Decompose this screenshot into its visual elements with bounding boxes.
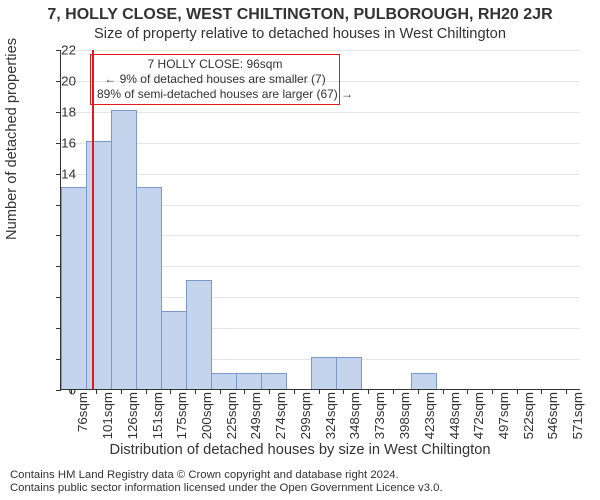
- histogram-bar: [311, 357, 337, 389]
- xtick-label: 423sqm: [422, 392, 437, 439]
- histogram-bar: [136, 187, 162, 389]
- chart-title-main: 7, HOLLY CLOSE, WEST CHILTINGTON, PULBOR…: [0, 6, 600, 24]
- xtick-mark: [443, 389, 444, 394]
- xtick-label: 200sqm: [199, 392, 214, 439]
- xtick-label: 299sqm: [298, 392, 313, 439]
- histogram-bar: [211, 373, 237, 389]
- xtick-mark: [319, 389, 320, 394]
- histogram-bar: [236, 373, 262, 389]
- annotation-box: 7 HOLLY CLOSE: 96sqm ← 9% of detached ho…: [90, 54, 340, 105]
- xtick-label: 571sqm: [570, 392, 585, 439]
- histogram-bar: [411, 373, 437, 389]
- chart-container: 7, HOLLY CLOSE, WEST CHILTINGTON, PULBOR…: [0, 0, 600, 500]
- xtick-mark: [294, 389, 295, 394]
- xtick-label: 522sqm: [521, 392, 536, 439]
- xtick-label: 546sqm: [545, 392, 560, 439]
- xtick-mark: [467, 389, 468, 394]
- xtick-mark: [220, 389, 221, 394]
- xtick-mark: [393, 389, 394, 394]
- xtick-mark: [492, 389, 493, 394]
- xtick-label: 472sqm: [471, 392, 486, 439]
- xtick-mark: [541, 389, 542, 394]
- xtick-label: 225sqm: [224, 392, 239, 439]
- footer-line-2: Contains public sector information licen…: [10, 482, 443, 495]
- xtick-label: 448sqm: [447, 392, 462, 439]
- xtick-mark: [343, 389, 344, 394]
- xtick-label: 126sqm: [125, 392, 140, 439]
- x-axis-label: Distribution of detached houses by size …: [0, 442, 600, 458]
- xtick-label: 324sqm: [323, 392, 338, 439]
- histogram-bar: [336, 357, 362, 389]
- chart-title-sub: Size of property relative to detached ho…: [0, 26, 600, 42]
- xtick-mark: [244, 389, 245, 394]
- histogram-bar: [61, 187, 87, 389]
- y-axis-label: Number of detached properties: [4, 38, 20, 240]
- xtick-mark: [269, 389, 270, 394]
- xtick-label: 348sqm: [347, 392, 362, 439]
- histogram-bar: [261, 373, 287, 389]
- footer-line-1: Contains HM Land Registry data © Crown c…: [10, 469, 443, 482]
- annotation-line-2: ← 9% of detached houses are smaller (7): [97, 72, 333, 87]
- xtick-mark: [96, 389, 97, 394]
- xtick-mark: [121, 389, 122, 394]
- histogram-bar: [111, 110, 137, 389]
- xtick-mark: [170, 389, 171, 394]
- xtick-label: 398sqm: [397, 392, 412, 439]
- histogram-bar: [161, 311, 187, 389]
- xtick-label: 76sqm: [75, 392, 90, 432]
- xtick-label: 151sqm: [150, 392, 165, 439]
- xtick-mark: [418, 389, 419, 394]
- xtick-mark: [517, 389, 518, 394]
- annotation-line-1: 7 HOLLY CLOSE: 96sqm: [97, 57, 333, 72]
- xtick-mark: [146, 389, 147, 394]
- xtick-mark: [368, 389, 369, 394]
- xtick-label: 101sqm: [100, 392, 115, 439]
- xtick-label: 497sqm: [496, 392, 511, 439]
- histogram-bar: [186, 280, 212, 389]
- histogram-bar: [86, 141, 112, 389]
- xtick-label: 175sqm: [174, 392, 189, 439]
- xtick-mark: [71, 389, 72, 394]
- xtick-label: 373sqm: [372, 392, 387, 439]
- xtick-mark: [195, 389, 196, 394]
- xtick-label: 274sqm: [273, 392, 288, 439]
- annotation-line-3: 89% of semi-detached houses are larger (…: [97, 87, 333, 102]
- xtick-mark: [566, 389, 567, 394]
- xtick-label: 249sqm: [248, 392, 263, 439]
- footer-attribution: Contains HM Land Registry data © Crown c…: [10, 469, 443, 495]
